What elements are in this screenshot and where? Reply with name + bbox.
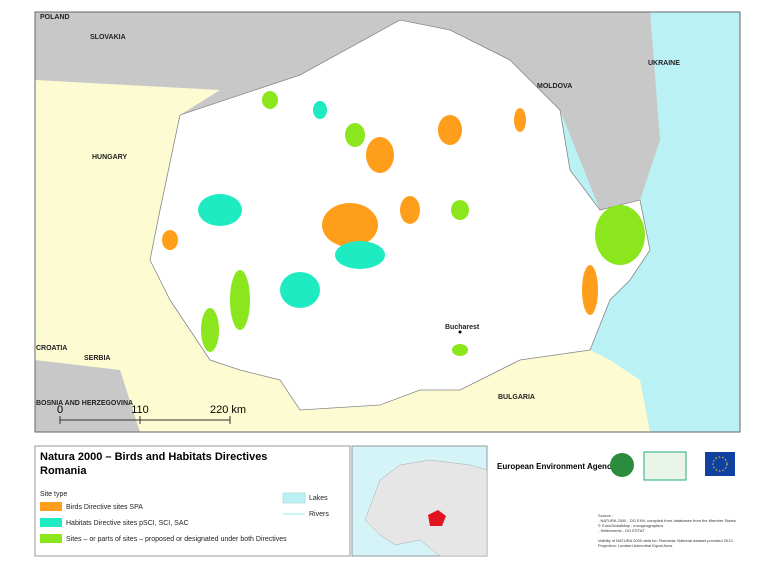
legend-item: Sites – or parts of sites – proposed or …: [66, 536, 287, 543]
legend-swatch: [40, 534, 62, 543]
country-label: SERBIA: [84, 355, 110, 362]
sci-site: [280, 272, 320, 308]
both-site: [452, 344, 468, 356]
sites: [162, 91, 645, 356]
source-line: © EuroGlobalMap - eurogeographics: [598, 523, 663, 528]
country-label: SLOVAKIA: [90, 34, 126, 41]
city-label: Bucharest: [445, 324, 480, 331]
both-site: [451, 200, 469, 220]
country-label: UKRAINE: [648, 60, 680, 67]
romania-inset: [428, 510, 446, 526]
source-line: Source :: [598, 513, 613, 518]
city-dot: [458, 330, 462, 334]
spa-site: [162, 230, 178, 250]
legend-swatch: [40, 502, 62, 511]
scale-label: 220 km: [210, 404, 246, 416]
both-site: [345, 123, 365, 147]
eea-logo: [610, 453, 634, 477]
spa-site: [514, 108, 526, 132]
eu-flag: [705, 452, 735, 476]
agency-name: European Environment Agency: [497, 462, 616, 471]
both-site: [262, 91, 278, 109]
legend-item: Habitats Directive sites pSCI, SCI, SAC: [66, 520, 189, 527]
sci-site: [198, 194, 242, 226]
source-line: Validity of NATURA 2000 data for: Romani…: [598, 538, 733, 543]
sci-site: [313, 101, 327, 119]
rivers-label: Rivers: [309, 511, 329, 518]
legend-swatch: [40, 518, 62, 527]
inset-map: [351, 445, 488, 557]
spa-site: [582, 265, 598, 315]
country-label: BULGARIA: [498, 394, 535, 401]
lakes-label: Lakes: [309, 495, 328, 502]
danube-delta: [595, 205, 645, 265]
scale-label: 110: [131, 404, 149, 416]
lakes-swatch: [282, 492, 306, 504]
legend-title: Natura 2000 – Birds and Habitats Directi…: [40, 451, 267, 463]
eu-stars: [712, 456, 728, 472]
source-line: Projection: Lambert Azimuthal Equal Area…: [598, 543, 673, 548]
europe: [364, 459, 488, 557]
natura-logo: [643, 451, 687, 481]
spa-site: [322, 203, 378, 247]
legend-heading: Site type: [40, 491, 67, 498]
country-label: CROATIA: [36, 345, 67, 352]
country-label: MOLDOVA: [537, 83, 572, 90]
map-frame: [34, 11, 741, 433]
source-line: - Settlements - DG ESTAT: [598, 528, 645, 533]
spa-site: [400, 196, 420, 224]
scale-label: 0: [57, 404, 63, 416]
both-site: [230, 270, 250, 330]
country-label: HUNGARY: [92, 154, 127, 161]
bulgaria: [300, 350, 650, 432]
source-line: - NATURA 2000 - DG ENV, compiled from da…: [598, 518, 736, 523]
country-label: BOSNIA AND HERZEGOVINA: [36, 400, 133, 407]
legend-subtitle: Romania: [40, 465, 87, 477]
spa-site: [438, 115, 462, 145]
main-map: POLAND SLOVAKIA UKRAINE MOLDOVA HUNGARY …: [34, 11, 741, 433]
spa-site: [366, 137, 394, 173]
country-label: POLAND: [40, 14, 70, 21]
both-site: [201, 308, 219, 352]
sci-site: [335, 241, 385, 269]
north-countries: [35, 12, 660, 210]
hungary: [35, 80, 220, 340]
scale-bar: 0 110 220 km: [57, 404, 246, 424]
legend-item: Birds Directive sites SPA: [66, 504, 143, 511]
legend: Natura 2000 – Birds and Habitats Directi…: [34, 445, 351, 557]
bosnia: [35, 360, 140, 432]
